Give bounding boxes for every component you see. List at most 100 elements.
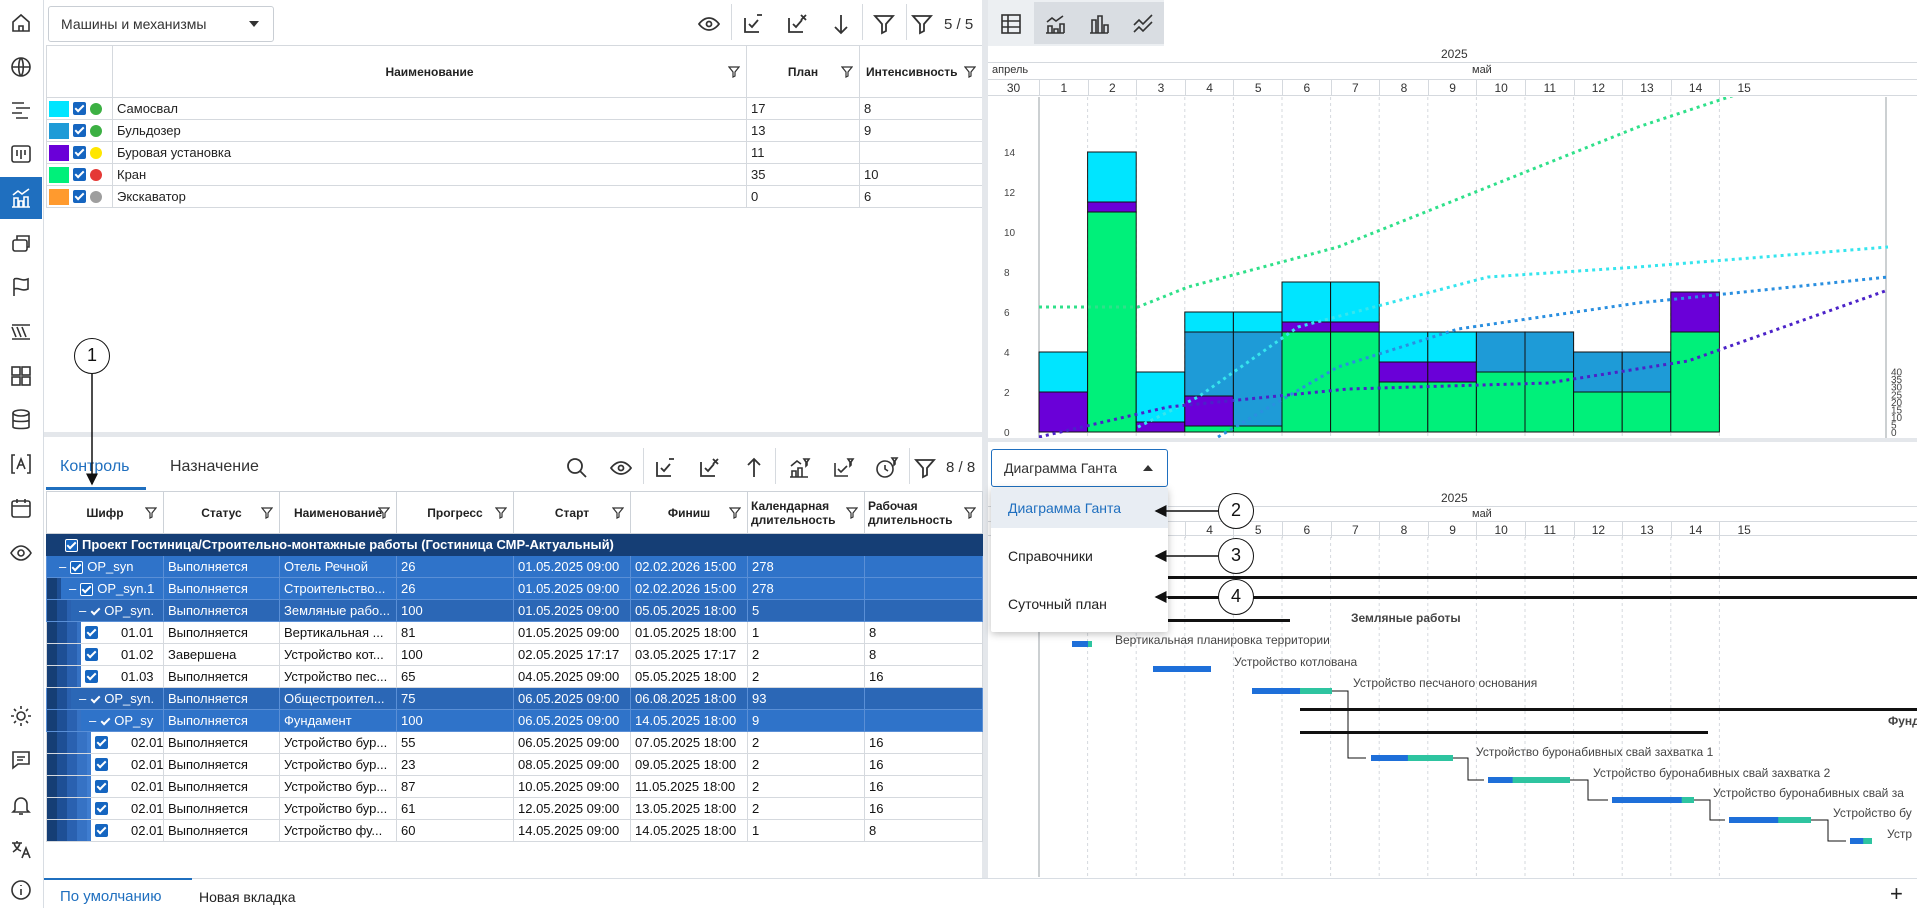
task-row[interactable]: – OP_syn. Выполняется Общестроител... 75 06.0… [46, 687, 983, 710]
collapse-icon[interactable]: – [89, 713, 97, 728]
checkbox[interactable] [85, 670, 98, 683]
column-header[interactable]: Календарная длительность [747, 491, 865, 534]
layers-icon[interactable] [0, 222, 42, 264]
arrow-down-icon[interactable] [826, 9, 856, 39]
column-header[interactable]: Прогресс [396, 491, 514, 534]
color-swatch[interactable] [49, 166, 69, 183]
search-icon[interactable] [562, 453, 592, 483]
filter-count-icon[interactable] [913, 453, 937, 483]
resource-row[interactable]: Экскаватор 0 6 [46, 185, 983, 208]
calendar-icon[interactable] [0, 487, 42, 529]
add-tab-button[interactable]: + [1890, 881, 1903, 906]
tab-default[interactable]: По умолчанию [60, 888, 162, 905]
checkbox[interactable] [90, 695, 100, 705]
filter-count-icon[interactable] [910, 9, 934, 39]
column-header-name[interactable]: Наименование [112, 45, 747, 98]
filter-icon[interactable] [964, 65, 976, 78]
combo-chart-icon[interactable] [1040, 9, 1070, 39]
collapse-icon[interactable]: – [69, 580, 77, 596]
filter-icon[interactable] [729, 506, 741, 519]
checkbox[interactable] [95, 802, 108, 815]
color-swatch[interactable] [49, 100, 69, 117]
task-row[interactable]: 02.01.0ВыполняетсяУстройство бур...6112.… [46, 797, 983, 820]
tab-assignment[interactable]: Назначение [170, 458, 259, 475]
collapse-icon[interactable]: – [59, 558, 67, 574]
checkbox[interactable] [72, 190, 86, 204]
filter-icon[interactable] [846, 506, 858, 519]
globe-icon[interactable] [0, 46, 42, 88]
task-row[interactable]: – OP_syn. Выполняется Земляные рабо... 100 01… [46, 599, 983, 622]
checkbox[interactable] [95, 824, 108, 837]
checkbox[interactable] [70, 561, 84, 575]
filter-icon[interactable] [841, 65, 853, 78]
task-row[interactable]: 02.01.0ВыполняетсяУстройство фу...6014.0… [46, 819, 983, 842]
task-row[interactable]: – OP_syn Выполняется Отель Речной 26 01.05.20… [46, 555, 983, 578]
home-icon[interactable] [0, 2, 42, 44]
task-row[interactable]: 02.01.0ВыполняетсяУстройство бур...8710.… [46, 775, 983, 798]
vertical-splitter[interactable] [982, 0, 988, 878]
chat-icon[interactable] [0, 739, 42, 781]
check-filter-icon[interactable] [828, 453, 858, 483]
grid-icon[interactable] [0, 355, 42, 397]
bar-chart-icon[interactable] [1084, 9, 1114, 39]
checkbox[interactable] [95, 758, 108, 771]
flag-icon[interactable] [0, 266, 42, 308]
column-header-plan[interactable]: План [746, 45, 860, 98]
bell-icon[interactable] [0, 784, 42, 826]
menu-item-daily-plan[interactable]: Суточный план [1008, 596, 1107, 612]
translate-icon[interactable] [0, 828, 42, 870]
checkbox[interactable] [72, 146, 86, 160]
eye-icon[interactable] [0, 532, 42, 574]
task-row[interactable]: 02.01.0ВыполняетсяУстройство бур...2308.… [46, 753, 983, 776]
checkbox[interactable] [85, 648, 98, 661]
checkbox[interactable] [65, 539, 78, 553]
tab-new[interactable]: Новая вкладка [199, 889, 296, 905]
visibility-icon[interactable] [694, 9, 724, 39]
task-row[interactable]: – OP_sy Выполняется Фундамент 100 06.05.2025 … [46, 709, 983, 732]
checkbox[interactable] [72, 168, 86, 182]
column-header[interactable]: Старт [513, 491, 631, 534]
clock-filter-icon[interactable] [872, 453, 902, 483]
chart-icon[interactable] [0, 177, 42, 219]
table-view-icon[interactable] [996, 9, 1026, 39]
checkbox[interactable] [72, 102, 86, 116]
filter-icon[interactable] [612, 506, 624, 519]
column-header-intensity[interactable]: Интенсивность [859, 45, 983, 98]
menu-item-references[interactable]: Справочники [1008, 548, 1093, 564]
checkbox[interactable] [90, 607, 100, 617]
tab-control[interactable]: Контроль [60, 458, 130, 475]
checkbox[interactable] [95, 736, 108, 749]
column-header[interactable]: Статус [163, 491, 280, 534]
filter-icon[interactable] [378, 506, 390, 519]
horizontal-splitter-right[interactable] [988, 438, 1917, 442]
color-swatch[interactable] [49, 144, 69, 161]
task-row[interactable]: 02.01.0ВыполняетсяУстройство бур...5506.… [46, 731, 983, 754]
arrow-up-icon[interactable] [739, 453, 769, 483]
horizontal-splitter-left[interactable] [44, 432, 982, 437]
task-row[interactable]: – OP_syn.1 Выполняется Строительство... 26 01… [46, 577, 983, 600]
filter-icon[interactable] [261, 506, 273, 519]
chart-filter-icon[interactable] [784, 453, 814, 483]
resource-row[interactable]: Кран 35 10 [46, 163, 983, 186]
text-icon[interactable] [0, 443, 42, 485]
uncheck-all-icon[interactable] [694, 453, 724, 483]
check-all-icon[interactable] [738, 9, 768, 39]
filter-icon[interactable] [145, 506, 157, 519]
uncheck-all-icon[interactable] [782, 9, 812, 39]
info-icon[interactable] [0, 872, 42, 908]
menu-item-gantt[interactable]: Диаграмма Ганта [991, 488, 1168, 528]
check-all-icon[interactable] [650, 453, 680, 483]
task-row[interactable]: 01.03 Выполняется Устройство пес... 65 04.05… [46, 665, 983, 688]
checkbox[interactable] [80, 583, 94, 597]
collapse-icon[interactable]: – [79, 603, 87, 618]
filter-icon[interactable] [869, 9, 899, 39]
task-row[interactable]: 01.02 Завершена Устройство кот... 100 02.05.… [46, 643, 983, 666]
outline-icon[interactable] [0, 88, 42, 130]
resource-row[interactable]: Буровая установка 11 [46, 141, 983, 164]
project-row[interactable]: Проект Гостиница/Строительно-монтажные р… [46, 533, 983, 556]
column-header[interactable]: Рабочая длительность [864, 491, 983, 534]
collapse-icon[interactable]: – [79, 691, 87, 706]
resource-type-dropdown[interactable]: Машины и механизмы [48, 6, 274, 42]
checkbox[interactable] [95, 780, 108, 793]
filter-icon[interactable] [728, 65, 740, 78]
